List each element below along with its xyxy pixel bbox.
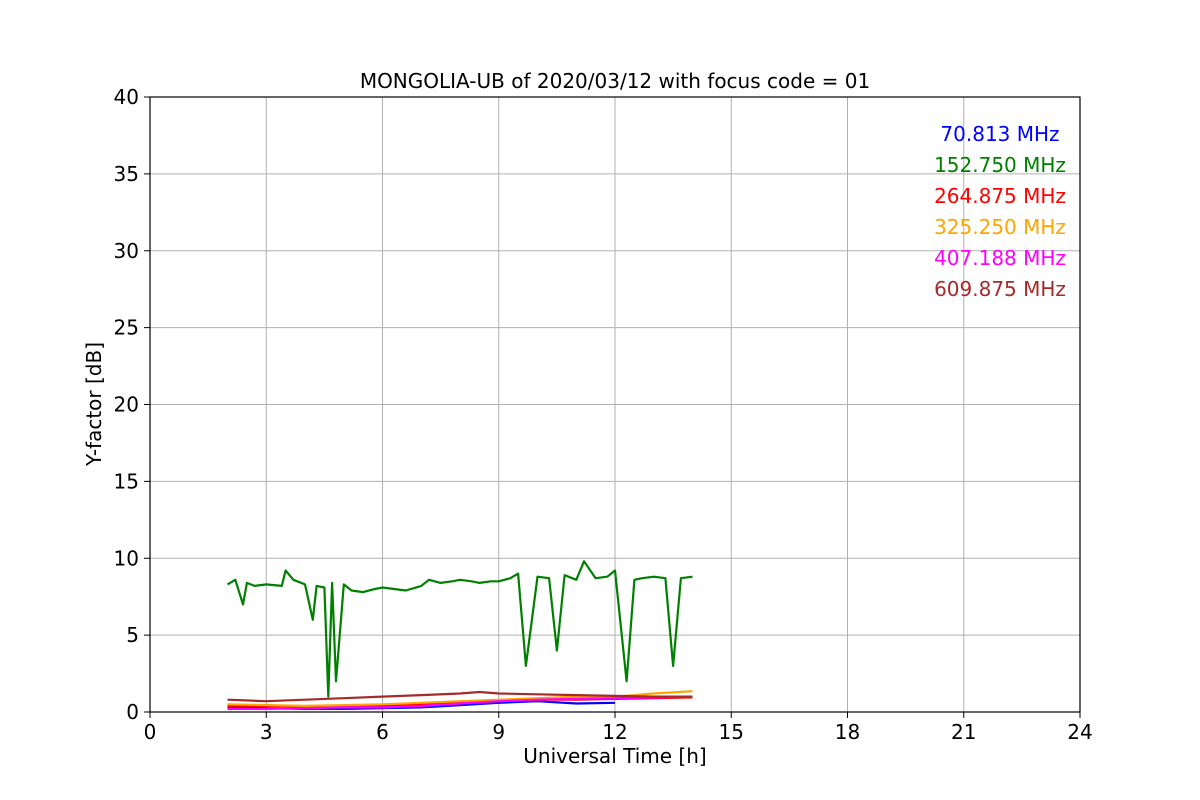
x-tick-label: 0 bbox=[144, 720, 157, 744]
y-tick-label: 30 bbox=[114, 239, 139, 263]
x-tick-label: 21 bbox=[951, 720, 976, 744]
x-tick-label: 15 bbox=[719, 720, 744, 744]
plot-series bbox=[226, 560, 693, 711]
x-axis-ticks: 0 3 6 9 12 15 18 21 24 bbox=[144, 712, 1093, 744]
legend-entry: 264.875 MHz bbox=[934, 184, 1066, 208]
x-tick-label: 18 bbox=[835, 720, 860, 744]
y-tick-label: 25 bbox=[114, 316, 139, 340]
y-axis-label: Y-factor [dB] bbox=[82, 342, 106, 467]
legend: 70.813 MHz 152.750 MHz 264.875 MHz 325.250 … bbox=[934, 122, 1066, 301]
y-tick-label: 40 bbox=[114, 85, 139, 109]
series-line-609-875-mhz bbox=[227, 690, 693, 703]
x-axis-label: Universal Time [h] bbox=[523, 744, 706, 768]
y-tick-label: 5 bbox=[126, 623, 139, 647]
y-tick-label: 10 bbox=[114, 546, 139, 570]
x-tick-label: 24 bbox=[1067, 720, 1092, 744]
legend-entry: 325.250 MHz bbox=[934, 215, 1066, 239]
x-tick-label: 9 bbox=[492, 720, 505, 744]
y-tick-label: 15 bbox=[114, 469, 139, 493]
y-tick-label: 0 bbox=[126, 700, 139, 724]
x-tick-label: 6 bbox=[376, 720, 389, 744]
x-tick-label: 12 bbox=[602, 720, 627, 744]
legend-entry: 407.188 MHz bbox=[934, 246, 1066, 270]
legend-entry: 609.875 MHz bbox=[934, 277, 1066, 301]
x-tick-label: 3 bbox=[260, 720, 273, 744]
series-line-152-750-mhz bbox=[226, 560, 693, 698]
chart-title: MONGOLIA-UB of 2020/03/12 with focus cod… bbox=[360, 69, 870, 93]
y-tick-label: 20 bbox=[114, 393, 139, 417]
legend-entry: 152.750 MHz bbox=[934, 153, 1066, 177]
y-axis-ticks: 0 5 10 15 20 25 30 35 40 bbox=[114, 85, 150, 724]
series-line-407-188-mhz bbox=[227, 695, 693, 711]
legend-entry: 70.813 MHz bbox=[940, 122, 1059, 146]
y-tick-label: 35 bbox=[114, 162, 139, 186]
